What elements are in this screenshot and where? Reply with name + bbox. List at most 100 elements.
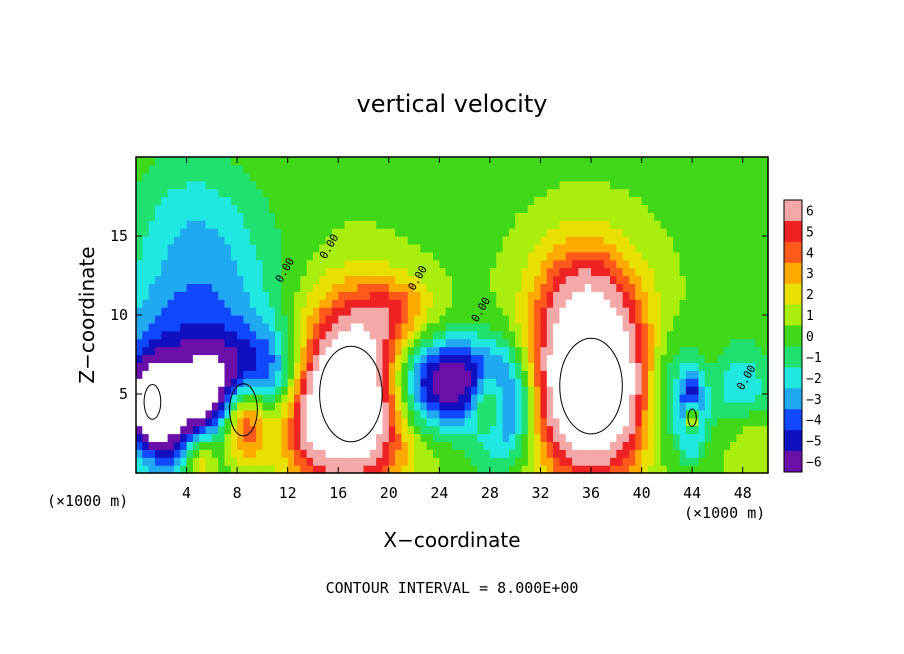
heatmap-cell [224, 386, 232, 395]
heatmap-cell [192, 425, 200, 435]
heatmap-cell [180, 370, 188, 379]
heatmap-cell [376, 307, 384, 316]
heatmap-cell [376, 378, 384, 387]
heatmap-cell [338, 236, 346, 245]
heatmap-cell [363, 251, 371, 261]
heatmap-cell [407, 370, 415, 379]
heatmap-cell [717, 433, 725, 442]
heatmap-cell [167, 236, 175, 245]
heatmap-cell [502, 338, 510, 348]
heatmap-cell [205, 425, 213, 435]
heatmap-cell [755, 425, 763, 435]
heatmap-cell [243, 457, 251, 466]
heatmap-cell [401, 180, 409, 190]
heatmap-cell [698, 307, 706, 316]
heatmap-cell [205, 157, 213, 166]
heatmap-cell [237, 243, 245, 253]
heatmap-cell [452, 394, 459, 403]
heatmap-cell [470, 188, 478, 198]
heatmap-cell [578, 220, 586, 229]
heatmap-cell [666, 307, 674, 316]
heatmap-cell [287, 378, 295, 387]
heatmap-cell [565, 338, 573, 348]
heatmap-cell [755, 307, 763, 316]
heatmap-cell [616, 204, 624, 213]
heatmap-cell [749, 196, 756, 205]
heatmap-cell [755, 172, 763, 182]
heatmap-cell [325, 291, 333, 300]
heatmap-cell [350, 275, 358, 284]
heatmap-cell [546, 449, 554, 458]
heatmap-cell [369, 433, 377, 442]
heatmap-cell [654, 457, 662, 466]
heatmap-cell [382, 330, 390, 340]
heatmap-cell [603, 417, 611, 427]
heatmap-cell [167, 354, 175, 363]
heatmap-cell [483, 417, 491, 427]
heatmap-cell [685, 457, 693, 466]
heatmap-cell [319, 172, 327, 182]
heatmap-cell [730, 212, 737, 221]
heatmap-cell [224, 299, 232, 308]
heatmap-cell [211, 251, 219, 261]
heatmap-cell [325, 465, 333, 474]
heatmap-cell [761, 251, 769, 261]
heatmap-cell [730, 157, 737, 166]
heatmap-cell [173, 188, 181, 198]
heatmap-cell [572, 196, 579, 205]
heatmap-cell [407, 386, 415, 395]
heatmap-cell [173, 157, 181, 166]
heatmap-cell [527, 425, 535, 435]
heatmap-cell [483, 275, 491, 284]
heatmap-cell [401, 354, 409, 363]
heatmap-cell [723, 315, 731, 324]
heatmap-cell [761, 157, 769, 166]
heatmap-cell [186, 330, 194, 340]
heatmap-cell [262, 307, 270, 316]
heatmap-cell [610, 386, 617, 395]
heatmap-cell [749, 212, 756, 221]
heatmap-cell [382, 322, 390, 332]
heatmap-cell [173, 386, 181, 395]
heatmap-cell [559, 275, 567, 284]
heatmap-cell [628, 378, 636, 387]
heatmap-cell [230, 243, 238, 253]
heatmap-cell [723, 457, 731, 466]
heatmap-cell [142, 394, 150, 403]
heatmap-cell [647, 259, 655, 269]
heatmap-cell [180, 180, 188, 190]
heatmap-cell [262, 299, 270, 308]
heatmap-cell [224, 204, 232, 213]
heatmap-cell [578, 370, 586, 379]
heatmap-cell [388, 307, 396, 316]
heatmap-cell [679, 212, 687, 221]
heatmap-cell [717, 370, 725, 379]
heatmap-cell [199, 164, 207, 174]
heatmap-cell [470, 425, 478, 435]
heatmap-cell [711, 267, 719, 277]
heatmap-cell [357, 386, 365, 395]
heatmap-cell [344, 330, 352, 340]
heatmap-cell [142, 465, 150, 474]
heatmap-cell [363, 386, 371, 395]
colorbar-label: −2 [806, 372, 822, 387]
heatmap-cell [161, 275, 169, 284]
heatmap-cell [723, 338, 731, 348]
heatmap-cell [186, 259, 194, 269]
heatmap-cell [515, 338, 523, 348]
heatmap-cell [344, 378, 352, 387]
heatmap-cell [610, 236, 617, 245]
heatmap-cell [502, 283, 510, 292]
heatmap-cell [331, 354, 339, 363]
heatmap-cell [256, 172, 263, 182]
heatmap-cell [553, 315, 561, 324]
heatmap-cell [369, 196, 377, 205]
heatmap-cell [660, 441, 668, 450]
heatmap-cell [414, 188, 421, 198]
heatmap-cell [647, 299, 655, 308]
heatmap-cell [496, 228, 504, 237]
x-axis-label: X−coordinate [383, 528, 520, 552]
heatmap-cell [218, 275, 226, 284]
heatmap-cell [679, 236, 687, 245]
heatmap-cell [357, 322, 365, 332]
